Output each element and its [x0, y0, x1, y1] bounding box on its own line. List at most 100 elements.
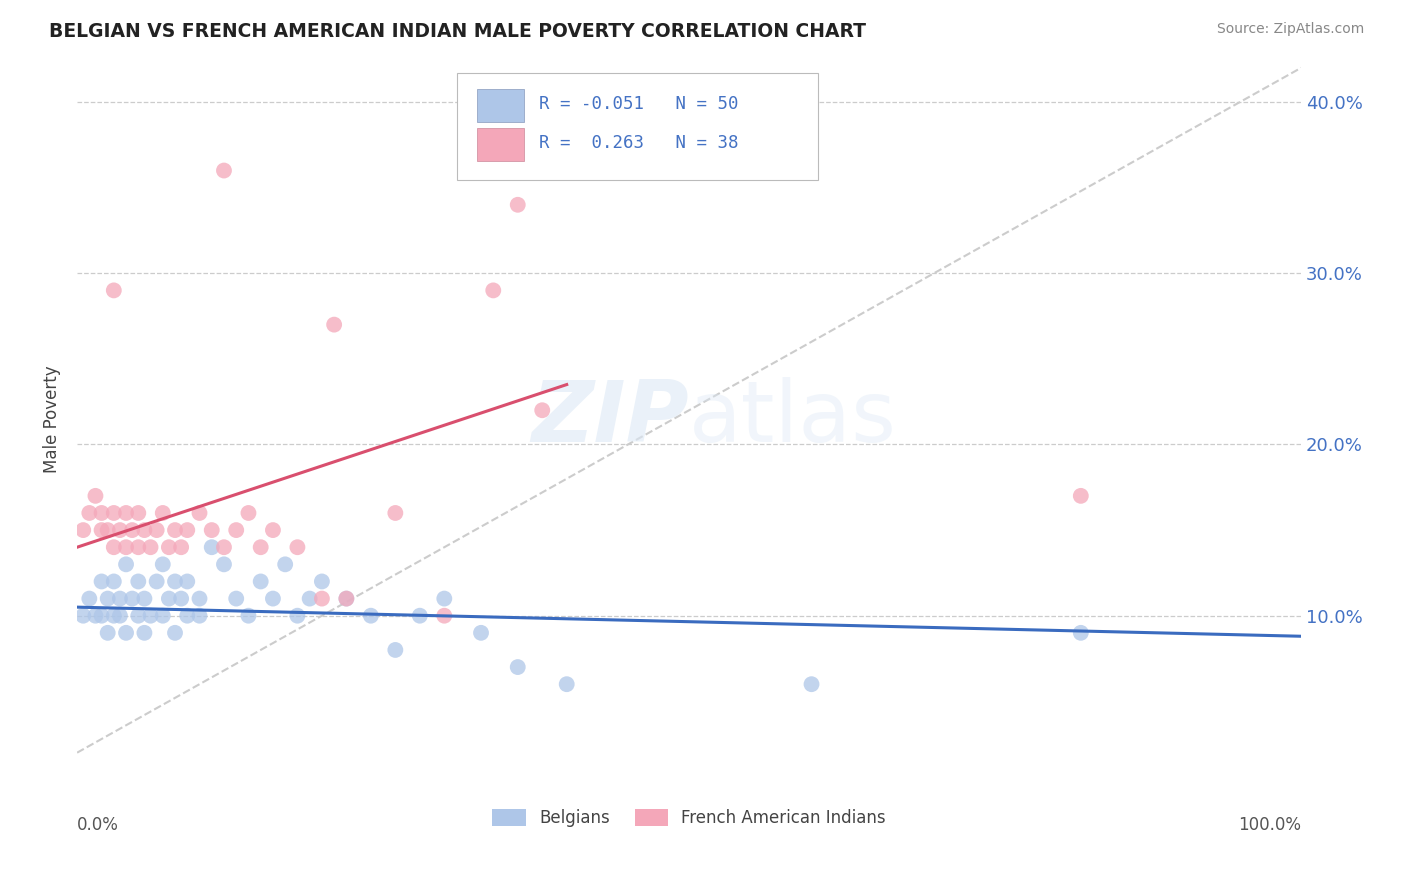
Point [335, 591, 357, 606]
Text: atlas: atlas [689, 377, 897, 460]
Text: Source: ZipAtlas.com: Source: ZipAtlas.com [1216, 22, 1364, 37]
Point [262, 591, 284, 606]
Point [134, 523, 156, 537]
Point [212, 540, 235, 554]
Point [115, 558, 138, 572]
Point [139, 540, 162, 554]
Point [163, 625, 186, 640]
Point [103, 574, 125, 589]
Point [384, 506, 406, 520]
Point [103, 506, 125, 520]
Point [262, 523, 284, 537]
Point [311, 574, 333, 589]
Point [201, 540, 224, 554]
Point [188, 506, 211, 520]
Point [163, 523, 186, 537]
Point [157, 591, 180, 606]
Point [103, 284, 125, 298]
Legend: Belgians, French American Indians: Belgians, French American Indians [485, 802, 893, 834]
Point [188, 591, 211, 606]
Point [170, 591, 193, 606]
Point [238, 506, 260, 520]
Point [152, 506, 174, 520]
Point [212, 163, 235, 178]
Point [152, 558, 174, 572]
Point [170, 540, 193, 554]
Point [108, 523, 131, 537]
Point [121, 591, 143, 606]
Text: ZIP: ZIP [531, 377, 689, 460]
Point [115, 506, 138, 520]
Point [433, 608, 456, 623]
Text: R =  0.263   N = 38: R = 0.263 N = 38 [538, 134, 738, 152]
Point [72, 608, 94, 623]
Point [176, 574, 198, 589]
Point [176, 523, 198, 537]
Point [470, 625, 492, 640]
Point [249, 574, 271, 589]
Point [360, 608, 382, 623]
Point [108, 608, 131, 623]
Point [335, 591, 357, 606]
Point [506, 198, 529, 212]
FancyBboxPatch shape [478, 89, 524, 122]
Point [121, 523, 143, 537]
FancyBboxPatch shape [478, 128, 524, 161]
Point [188, 608, 211, 623]
Point [90, 523, 112, 537]
Point [97, 591, 120, 606]
Point [409, 608, 432, 623]
Point [134, 591, 156, 606]
Point [72, 523, 94, 537]
Point [1070, 625, 1092, 640]
Point [145, 523, 167, 537]
Point [287, 540, 309, 554]
Point [482, 284, 505, 298]
Text: 0.0%: 0.0% [77, 816, 120, 834]
Point [238, 608, 260, 623]
Point [800, 677, 823, 691]
Point [433, 591, 456, 606]
Point [79, 591, 101, 606]
Point [90, 506, 112, 520]
Point [531, 403, 554, 417]
Point [323, 318, 346, 332]
FancyBboxPatch shape [457, 73, 818, 179]
Point [152, 608, 174, 623]
Point [157, 540, 180, 554]
Point [97, 523, 120, 537]
Point [201, 523, 224, 537]
Point [115, 540, 138, 554]
Point [134, 625, 156, 640]
Point [115, 625, 138, 640]
Text: 100.0%: 100.0% [1239, 816, 1301, 834]
Point [103, 540, 125, 554]
Point [127, 540, 149, 554]
Point [225, 523, 247, 537]
Point [139, 608, 162, 623]
Point [127, 574, 149, 589]
Point [1070, 489, 1092, 503]
Point [287, 608, 309, 623]
Point [103, 608, 125, 623]
Point [176, 608, 198, 623]
Point [274, 558, 297, 572]
Point [90, 574, 112, 589]
Point [249, 540, 271, 554]
Point [311, 591, 333, 606]
Point [384, 643, 406, 657]
Point [84, 489, 107, 503]
Point [127, 506, 149, 520]
Y-axis label: Male Poverty: Male Poverty [44, 365, 60, 473]
Text: R = -0.051   N = 50: R = -0.051 N = 50 [538, 95, 738, 112]
Point [225, 591, 247, 606]
Point [79, 506, 101, 520]
Point [555, 677, 578, 691]
Point [298, 591, 321, 606]
Text: BELGIAN VS FRENCH AMERICAN INDIAN MALE POVERTY CORRELATION CHART: BELGIAN VS FRENCH AMERICAN INDIAN MALE P… [49, 22, 866, 41]
Point [163, 574, 186, 589]
Point [506, 660, 529, 674]
Point [97, 625, 120, 640]
Point [90, 608, 112, 623]
Point [108, 591, 131, 606]
